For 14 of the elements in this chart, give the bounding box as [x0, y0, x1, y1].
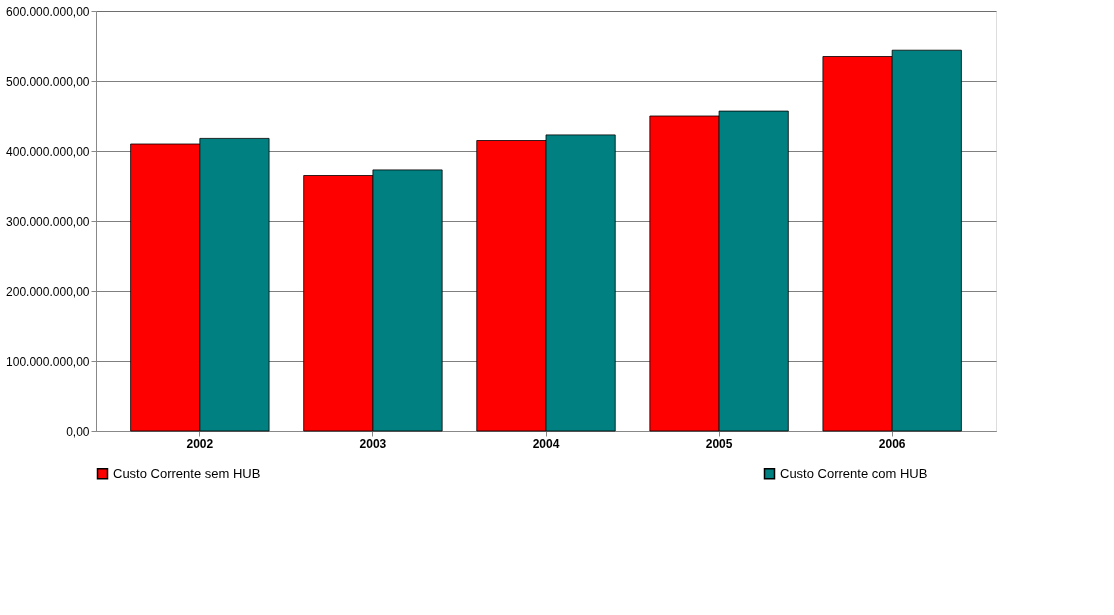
y-tick-label: 600.000.000,00 [6, 4, 90, 19]
x-tick-label: 2004 [532, 436, 560, 451]
legend-label: Custo Corrente sem HUB [113, 465, 261, 481]
y-tick-label: 400.000.000,00 [6, 144, 90, 159]
y-tick-label: 500.000.000,00 [6, 74, 90, 89]
y-tick-label: 0,00 [66, 424, 90, 439]
legend-label: Custo Corrente com HUB [780, 465, 928, 481]
y-tick-label: 200.000.000,00 [6, 284, 90, 299]
y-tick-label: 100.000.000,00 [6, 354, 90, 369]
x-tick-label: 2003 [359, 436, 387, 451]
x-tick-label: 2005 [705, 436, 733, 451]
x-tick-label: 2002 [186, 436, 214, 451]
y-tick-label: 300.000.000,00 [6, 214, 90, 229]
x-tick-label: 2006 [878, 436, 906, 451]
